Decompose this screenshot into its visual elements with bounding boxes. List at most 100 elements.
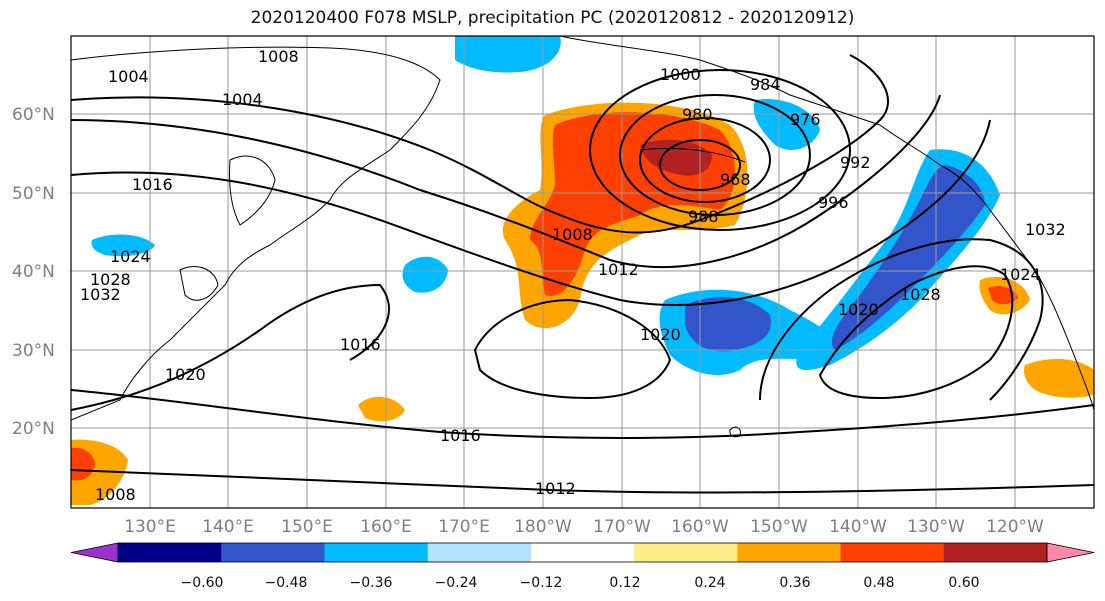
precip-negative-gulf (753, 99, 820, 150)
lon-label: 150°E (281, 517, 333, 537)
colorbar-tick-label: 0.48 (863, 575, 894, 591)
isobar-992 (589, 69, 851, 231)
map-border (70, 35, 1095, 509)
lon-label: 120°W (986, 517, 1044, 537)
precip-negative-north (455, 36, 561, 73)
colorbar-segment (634, 543, 738, 562)
isobar-label: 976 (790, 110, 821, 129)
isobar-label: 1024 (1000, 265, 1041, 284)
colorbar: −0.60 −0.48 −0.36 −0.24 −0.12 0.12 0.24 … (70, 542, 1095, 591)
isobar-976 (639, 117, 771, 203)
lon-label: 170°W (593, 517, 651, 537)
isobar-1020 (71, 283, 390, 411)
isobar-label: 1012 (598, 260, 639, 279)
lat-label: 50°N (12, 184, 55, 204)
colorbar-tick-label: 0.60 (948, 575, 979, 591)
isobar-label: 1004 (108, 67, 149, 86)
lon-label: 140°E (202, 517, 254, 537)
isobar-label: 1000 (660, 65, 701, 84)
lon-label: 150°W (750, 517, 808, 537)
precip-positive-mexico (1023, 358, 1094, 398)
isobar-label: 1008 (552, 225, 593, 244)
isobar-1008 (71, 54, 890, 234)
lon-label: 170°E (438, 517, 490, 537)
isobar-1020-central (473, 298, 672, 400)
colorbar-segment (943, 543, 1048, 562)
isobar-1028 (818, 265, 1014, 400)
isobar-label: 1024 (110, 247, 151, 266)
isobar-label: 1028 (90, 270, 131, 289)
colorbar-segment (530, 543, 635, 562)
colorbar-segment (737, 543, 842, 562)
longitude-labels: 130°E 140°E 150°E 160°E 170°E 180°W 170°… (124, 517, 1044, 537)
colorbar-ticks: −0.60 −0.48 −0.36 −0.24 −0.12 0.12 0.24 … (181, 575, 980, 591)
isobar-label: 1032 (1025, 220, 1066, 239)
latitude-labels: 60°N 50°N 40°N 30°N 20°N (12, 105, 55, 439)
colorbar-tick-label: −0.12 (520, 575, 563, 591)
precip-negative-west (91, 234, 155, 257)
isobar-968 (659, 139, 741, 191)
lat-label: 40°N (12, 262, 55, 282)
isobar-label: 968 (720, 170, 751, 189)
isobar-label: 1008 (258, 47, 299, 66)
colorbar-tick-label: −0.60 (181, 575, 224, 591)
lat-label: 20°N (12, 419, 55, 439)
isobar-label: 1020 (165, 365, 206, 384)
colorbar-segment (118, 543, 222, 562)
isobars (71, 54, 1094, 494)
isobar-label: 988 (688, 207, 719, 226)
isobar-1020-east (759, 238, 1044, 401)
isobar-label: 1008 (95, 485, 136, 504)
isobar-label: 992 (840, 153, 871, 172)
colorbar-segments (70, 542, 1095, 563)
colorbar-extend-low (70, 542, 119, 563)
isobar-label: 980 (682, 105, 713, 124)
lon-label: 130°W (907, 517, 965, 537)
colorbar-segment (324, 543, 429, 562)
isobar-label: 984 (750, 75, 781, 94)
isobar-1016 (71, 119, 991, 306)
colorbar-frame (117, 542, 1048, 563)
isobar-label: 1016 (340, 335, 381, 354)
precip-positive-south (358, 396, 405, 422)
lon-label: 140°W (829, 517, 887, 537)
map-title: 2020120400 F078 MSLP, precipitation PC (… (250, 8, 855, 28)
colorbar-tick-label: 0.12 (609, 575, 640, 591)
precip-positive-sw-core (71, 447, 95, 481)
isobar-label: 1012 (535, 479, 576, 498)
lat-label: 60°N (12, 105, 55, 125)
isobar-1012-south (71, 469, 1094, 494)
coastlines (71, 36, 1094, 438)
colorbar-segment (427, 543, 532, 562)
isobar-label: 1028 (900, 285, 941, 304)
colorbar-tick-label: 0.24 (694, 575, 725, 591)
colorbar-tick-label: −0.24 (435, 575, 478, 591)
lat-label: 30°N (12, 341, 55, 361)
isobar-label: 1004 (222, 90, 263, 109)
colorbar-extend-high (1046, 542, 1095, 563)
colorbar-tick-label: −0.48 (265, 575, 308, 591)
isobar-label: 996 (818, 193, 849, 212)
isobar-label: 1016 (132, 175, 173, 194)
isobar-labels: 1004 1008 1004 1000 984 976 980 968 992 … (80, 47, 1066, 504)
lon-label: 160°E (360, 517, 412, 537)
lon-label: 130°E (124, 517, 176, 537)
colorbar-segment (221, 543, 325, 562)
map-graticule (71, 36, 1094, 508)
isobar-label: 1020 (640, 325, 681, 344)
precip-fields (71, 36, 1094, 505)
precip-negative-small (402, 256, 448, 293)
precip-negative-pacific-core (685, 297, 771, 352)
colorbar-segment (840, 543, 945, 562)
isobar-label: 1020 (838, 300, 879, 319)
colorbar-tick-label: 0.36 (779, 575, 810, 591)
isobar-label: 1016 (440, 426, 481, 445)
isobar-1016-south (71, 389, 1094, 439)
colorbar-tick-label: −0.36 (350, 575, 393, 591)
precip-negative-band-core (831, 165, 985, 350)
isobar-label: 1032 (80, 285, 121, 304)
isobar-1012 (71, 94, 941, 269)
lon-label: 180°W (514, 517, 572, 537)
lon-label: 160°W (671, 517, 729, 537)
